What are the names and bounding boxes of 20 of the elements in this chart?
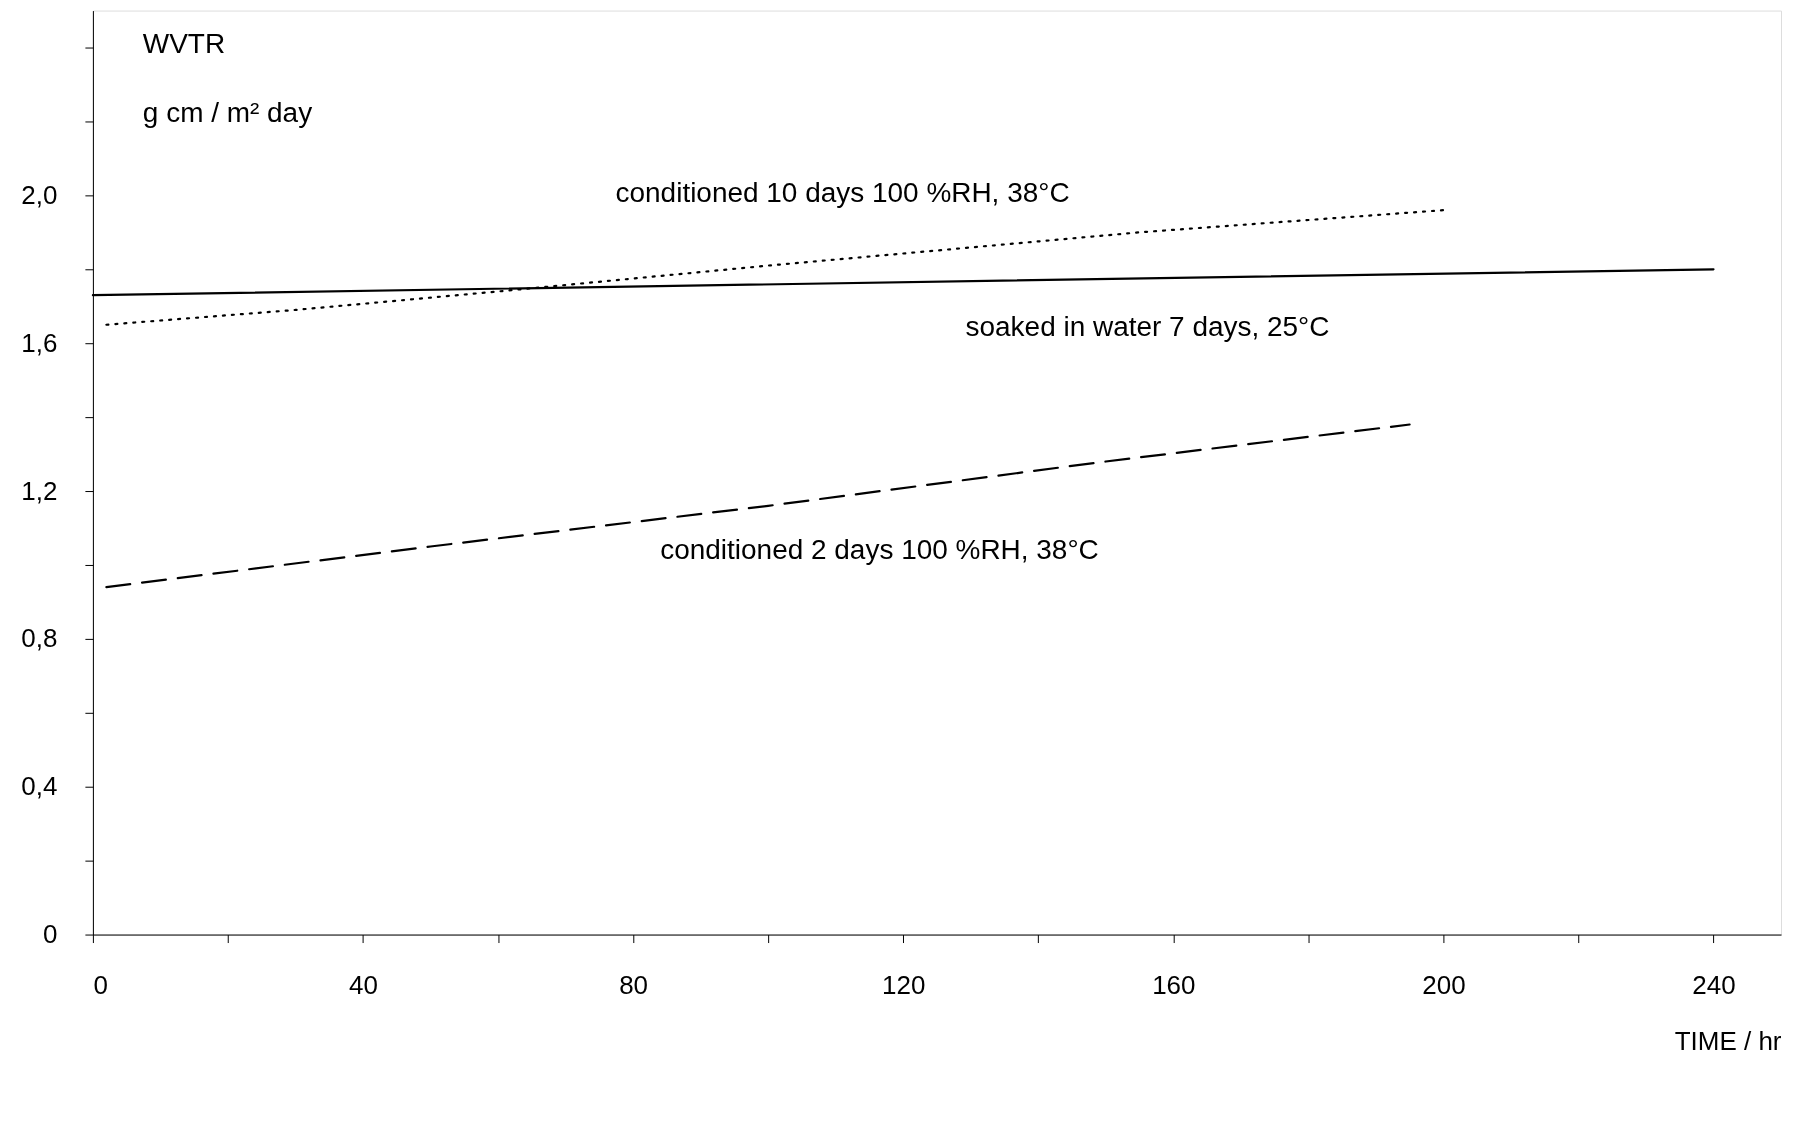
annotation: conditioned 2 days 100 %RH, 38°C [660,533,1099,565]
y-tick-label: 1,6 [21,327,58,358]
x-tick-label: 120 [882,969,926,1000]
y-tick-label: 0,4 [21,771,58,802]
text: WVTR [142,27,226,59]
x-tick-label: 40 [349,969,378,1000]
x-axis-title: TIME / hr [1674,1025,1782,1056]
x-tick-label: 200 [1422,969,1466,1000]
x-tick-label: 160 [1152,969,1196,1000]
annotation: conditioned 10 days 100 %RH, 38°C [615,177,1070,209]
y-tick-label: 1,2 [21,475,58,506]
x-tick-label: 0 [93,969,108,1000]
y-tick-label: 0 [42,919,58,950]
text: g cm / m² day [142,97,313,129]
x-tick-label: 240 [1692,969,1736,1000]
annotation: soaked in water 7 days, 25°C [965,310,1330,342]
line-series [105,423,1411,589]
y-tick-label: 0,8 [21,623,58,654]
y-tick-label: 2,0 [21,179,58,210]
x-tick-label: 80 [619,969,649,1000]
